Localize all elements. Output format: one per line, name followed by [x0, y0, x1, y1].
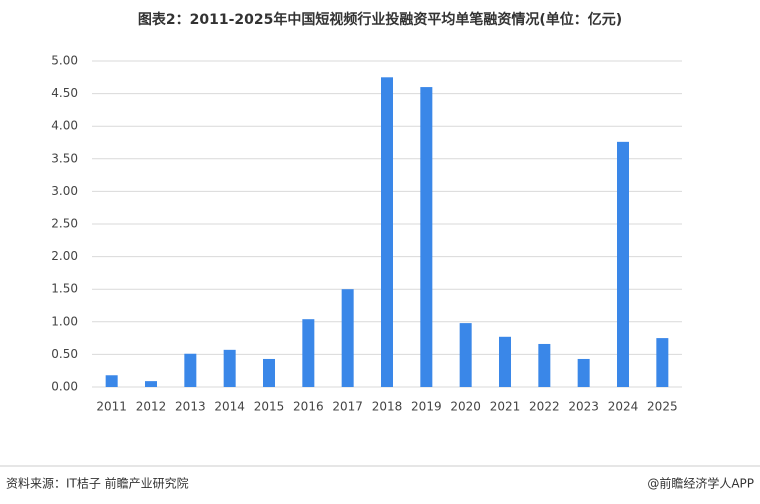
x-tick-label: 2020: [450, 400, 481, 414]
y-tick-label: 0.50: [51, 347, 78, 361]
bar: [341, 289, 354, 387]
x-tick-label: 2024: [608, 400, 639, 414]
y-tick-label: 0.00: [51, 380, 78, 394]
bar: [577, 358, 590, 387]
x-tick-label: 2022: [529, 400, 560, 414]
source: 资料来源：IT桔子 前瞻产业研究院: [6, 476, 189, 491]
x-tick-label: 2015: [254, 400, 285, 414]
y-tick-label: 5.00: [51, 54, 78, 68]
y-tick-label: 4.00: [51, 119, 78, 133]
bar: [381, 77, 393, 388]
bar: [656, 338, 669, 387]
x-tick-label: 2011: [96, 400, 127, 414]
bar: [459, 323, 472, 387]
bar: [302, 319, 315, 387]
bar: [145, 381, 157, 387]
y-tick-label: 4.50: [51, 86, 78, 100]
x-tick-label: 2021: [490, 400, 521, 414]
x-tick-label: 2014: [214, 400, 245, 414]
x-tick-label: 2018: [372, 400, 403, 414]
x-tick-label: 2019: [411, 400, 442, 414]
bar: [617, 141, 629, 387]
x-tick-label: 2012: [136, 400, 167, 414]
x-tick-label: 2023: [568, 400, 599, 414]
y-tick-label: 3.50: [51, 151, 78, 165]
bar: [420, 87, 433, 387]
bar: [538, 343, 551, 387]
x-tick-label: 2016: [293, 400, 324, 414]
bar: [223, 349, 236, 387]
x-tick-label: 2025: [647, 400, 678, 414]
chart-title: 图表2：2011-2025年中国短视频行业投融资平均单笔融资情况(单位：亿元): [138, 11, 622, 28]
bar: [105, 375, 118, 387]
y-tick-label: 2.00: [51, 249, 78, 263]
bar: [499, 336, 511, 387]
y-tick-label: 1.00: [51, 314, 78, 328]
bar: [263, 358, 275, 387]
y-tick-label: 1.50: [51, 282, 78, 296]
credit: @前瞻经济学人APP: [647, 476, 754, 491]
y-tick-label: 2.50: [51, 217, 78, 231]
bar: [184, 353, 197, 387]
y-tick-label: 3.00: [51, 184, 78, 198]
x-tick-label: 2017: [332, 400, 363, 414]
x-tick-label: 2013: [175, 400, 206, 414]
